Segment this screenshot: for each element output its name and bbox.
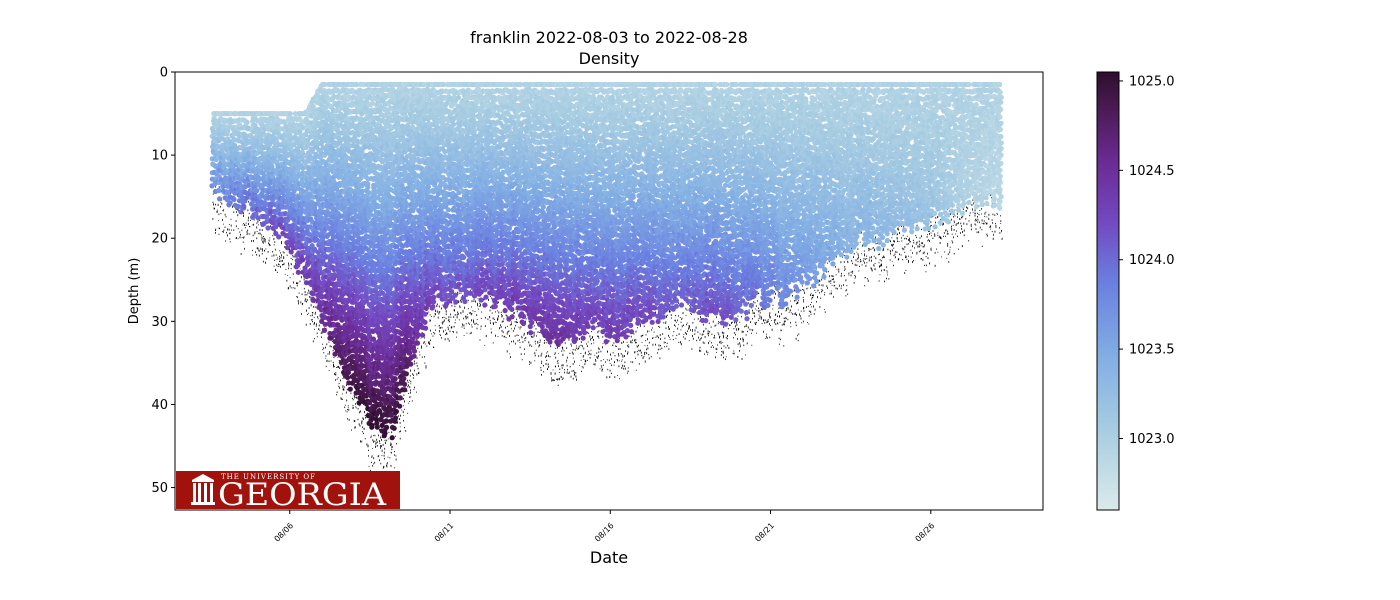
x-tick-label: 08/11	[433, 521, 456, 544]
plot-frame	[174, 71, 1044, 511]
university-logo: THE UNIVERSITY OF GEORGIA	[176, 471, 400, 513]
x-tick-label: 08/21	[753, 521, 776, 544]
colorbar-ticks: 1023.0 1023.5 1024.0 1024.5 1025.0	[1119, 74, 1175, 447]
x-tick-label: 08/06	[272, 521, 295, 544]
chart-subtitle: Density	[579, 49, 640, 68]
y-axis: 0 10 20 30 40 50	[151, 66, 175, 496]
logo-big-text: GEORGIA	[218, 477, 387, 513]
colorbar-tick-label: 1025.0	[1129, 74, 1175, 89]
density-points-layer	[209, 81, 1004, 441]
colorbar: 1023.0 1023.5 1024.0 1024.5 1025.0	[1096, 71, 1175, 511]
colorbar-tick-label: 1023.0	[1129, 432, 1175, 447]
colorbar-gradient	[1096, 71, 1120, 511]
y-tick-label: 0	[160, 66, 168, 81]
x-axis: 08/06 08/11 08/16 08/21 08/26	[272, 510, 936, 544]
y-tick-label: 10	[151, 149, 168, 164]
chart-title: franklin 2022-08-03 to 2022-08-28	[470, 28, 748, 47]
x-tick-label: 08/16	[593, 521, 616, 544]
arch-icon	[191, 474, 215, 505]
colorbar-tick-label: 1023.5	[1129, 343, 1175, 358]
x-axis-label: Date	[590, 548, 628, 567]
logo-small-text: THE UNIVERSITY OF	[221, 473, 316, 481]
y-axis-label: Depth (m)	[127, 258, 142, 325]
x-tick-label: 08/26	[914, 521, 937, 544]
scatter-plot-area	[209, 81, 1004, 475]
y-tick-label: 30	[151, 315, 168, 330]
y-tick-label: 50	[151, 481, 168, 496]
y-tick-label: 40	[151, 398, 168, 413]
colorbar-tick-label: 1024.0	[1129, 253, 1175, 268]
colorbar-tick-label: 1024.5	[1129, 164, 1175, 179]
y-tick-label: 20	[151, 232, 168, 247]
